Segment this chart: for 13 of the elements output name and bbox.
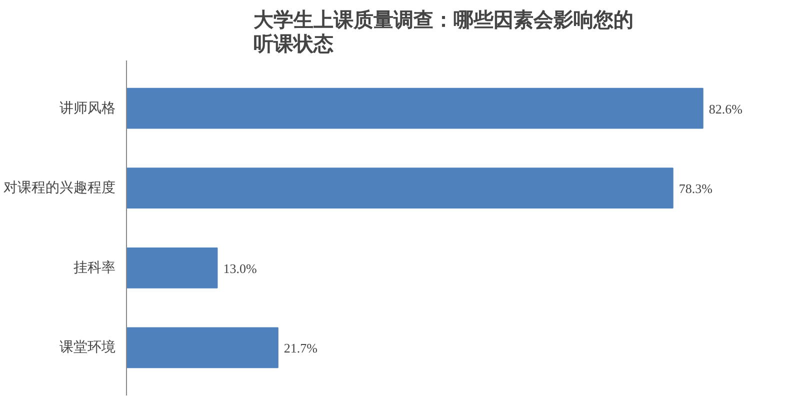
y-tick-label: 讲师风格 <box>60 100 116 116</box>
y-tick-label: 课堂环境 <box>60 340 116 356</box>
bar <box>126 247 218 288</box>
bar <box>126 327 278 368</box>
data-label: 21.7% <box>284 340 318 356</box>
y-tick-label: 对课程的兴趣程度 <box>4 180 116 196</box>
data-label: 78.3% <box>678 181 713 196</box>
bar <box>126 88 704 129</box>
chart-title: 大学生上课质量调查：哪些因素会影响您的听课状态 <box>254 8 634 56</box>
data-label: 13.0% <box>223 260 257 276</box>
data-label: 82.6% <box>708 101 743 116</box>
bar <box>126 168 674 209</box>
y-tick-label: 挂科率 <box>74 260 116 276</box>
